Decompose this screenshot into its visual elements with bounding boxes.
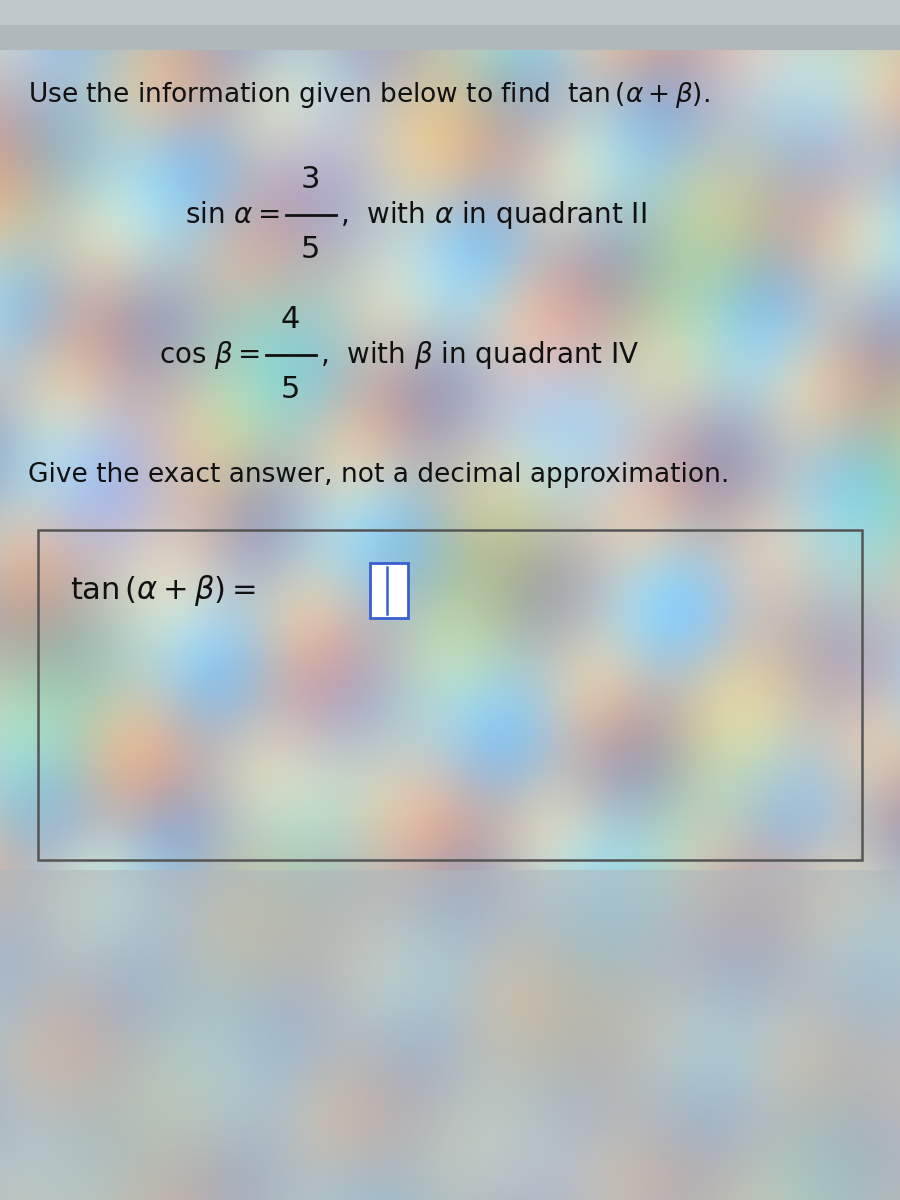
Text: $\mathrm{tan}\,(\alpha + \beta) =$: $\mathrm{tan}\,(\alpha + \beta) =$ [70,572,256,607]
Bar [0,0,900,50]
Text: $\sin\,\alpha =$: $\sin\,\alpha =$ [185,200,280,229]
Bar [0,870,900,1200]
Text: 3: 3 [301,166,320,194]
Text: 5: 5 [280,376,300,404]
Text: Give the exact answer, not a decimal approximation.: Give the exact answer, not a decimal app… [28,462,729,488]
Bar [370,563,408,618]
Text: $\cos\,\beta =$: $\cos\,\beta =$ [158,338,260,371]
Text: 4: 4 [280,306,300,335]
Bar [38,530,862,860]
Bar [0,0,900,25]
Text: 5: 5 [301,235,320,264]
Text: ,  with $\beta$ in quadrant IV: , with $\beta$ in quadrant IV [320,338,639,371]
Text: Use the information given below to find  $\mathregular{tan}\,(\alpha+\beta).$: Use the information given below to find … [28,80,710,110]
Text: ,  with $\alpha$ in quadrant II: , with $\alpha$ in quadrant II [340,199,646,230]
